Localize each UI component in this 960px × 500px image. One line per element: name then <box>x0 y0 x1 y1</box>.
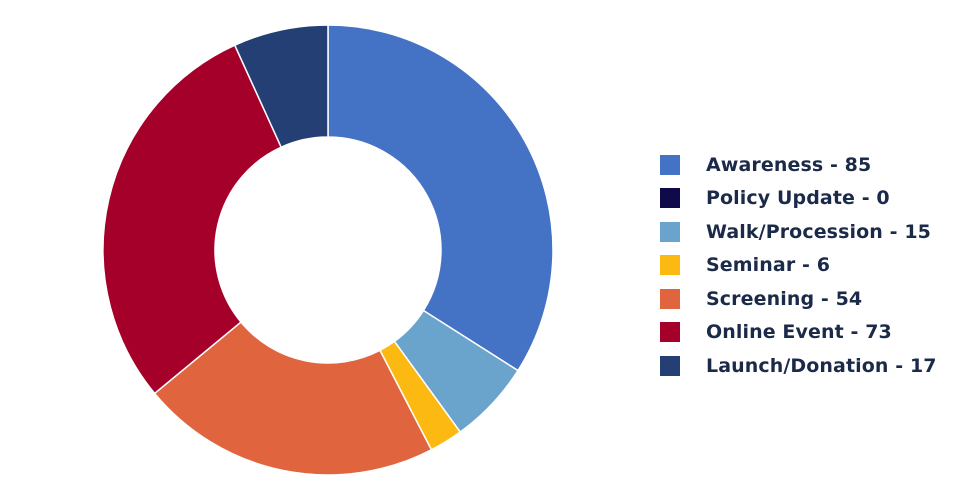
slice-awareness <box>327 24 554 372</box>
legend-label-policy-update: Policy Update - 0 <box>706 187 890 210</box>
donut-chart <box>102 24 554 476</box>
legend-item-walk-procession: Walk/Procession - 15 <box>660 215 937 249</box>
legend-swatch-awareness <box>660 154 680 175</box>
legend-item-screening: Screening - 54 <box>660 282 937 316</box>
legend-swatch-screening <box>660 288 680 309</box>
legend-label-online-event: Online Event - 73 <box>706 321 892 344</box>
legend-swatch-seminar <box>660 255 680 276</box>
legend-label-launch-donation: Launch/Donation - 17 <box>706 354 937 377</box>
legend-label-screening: Screening - 54 <box>706 287 863 310</box>
donut-slices <box>102 24 554 476</box>
slice-online-event <box>102 44 283 395</box>
slice-launch-donation <box>233 24 329 149</box>
legend-swatch-walk-procession <box>660 221 680 242</box>
legend-label-awareness: Awareness - 85 <box>706 153 872 176</box>
legend-item-launch-donation: Launch/Donation - 17 <box>660 349 937 383</box>
slice-screening <box>153 320 433 476</box>
legend-item-awareness: Awareness - 85 <box>660 148 937 182</box>
legend-swatch-launch-donation <box>660 355 680 376</box>
legend-item-seminar: Seminar - 6 <box>660 249 937 283</box>
legend-swatch-policy-update <box>660 188 680 209</box>
chart-legend: Awareness - 85 Policy Update - 0 Walk/Proc… <box>660 148 937 383</box>
legend-item-online-event: Online Event - 73 <box>660 316 937 350</box>
legend-item-policy-update: Policy Update - 0 <box>660 182 937 216</box>
legend-label-walk-procession: Walk/Procession - 15 <box>706 220 931 243</box>
legend-label-seminar: Seminar - 6 <box>706 254 831 277</box>
legend-swatch-online-event <box>660 322 680 343</box>
